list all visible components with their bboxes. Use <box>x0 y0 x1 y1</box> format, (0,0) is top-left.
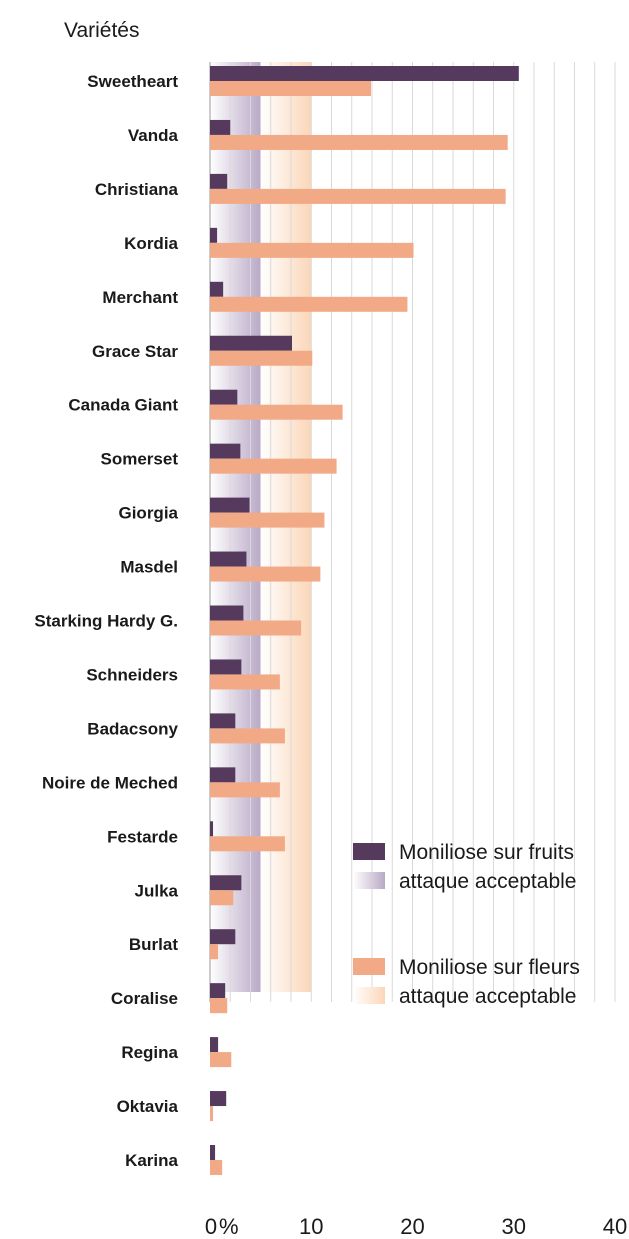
category-label: Kordia <box>124 234 178 253</box>
bar-fleurs <box>210 81 371 96</box>
bar-fruits <box>210 1037 219 1053</box>
category-label: Burlat <box>129 935 178 954</box>
bar-fruits <box>210 659 242 675</box>
bar-fruits <box>210 389 238 405</box>
bar-fleurs <box>210 512 325 528</box>
bar-fleurs <box>210 782 280 798</box>
bar-fleurs <box>210 890 234 906</box>
category-label: Coralise <box>111 989 178 1008</box>
bar-fleurs <box>210 836 285 852</box>
legend-label-fleurs-acceptable: attaque acceptable <box>399 985 576 1008</box>
bar-fruits <box>210 227 218 243</box>
category-label: Oktavia <box>117 1097 179 1116</box>
bar-fleurs <box>210 458 337 474</box>
category-labels: Sweetheart Vanda Christiana Kordia Merchant G… <box>34 72 178 1170</box>
category-label: Karina <box>125 1151 178 1170</box>
bar-fruits <box>210 605 244 621</box>
category-label: Giorgia <box>118 504 178 523</box>
x-tick-label: 20 <box>400 1214 424 1239</box>
x-axis-ticks: 0 10 20 30 40% <box>205 1214 627 1239</box>
bar-fleurs <box>210 296 408 312</box>
bar-fleurs <box>210 728 285 744</box>
bar-fleurs <box>210 674 280 690</box>
category-label: Festarde <box>107 827 178 846</box>
bar-fleurs <box>210 1052 232 1068</box>
category-label: Regina <box>121 1043 178 1062</box>
bars <box>210 66 519 1175</box>
legend-swatch-fruits-acceptable <box>353 872 385 889</box>
bar-fleurs <box>210 1106 214 1122</box>
bar-fruits <box>210 497 250 513</box>
category-label: Julka <box>135 881 179 900</box>
category-label: Vanda <box>128 126 179 145</box>
bar-fruits <box>210 281 224 297</box>
bar-fleurs <box>210 566 321 582</box>
bar-fruits <box>210 1091 227 1107</box>
y-axis-title: Variétés <box>64 19 139 42</box>
category-label: Grace Star <box>92 342 178 361</box>
bar-fruits <box>210 713 236 729</box>
category-label: Canada Giant <box>68 396 178 415</box>
bar-fruits <box>210 875 242 891</box>
category-label: Somerset <box>101 450 179 469</box>
category-label: Starking Hardy G. <box>34 612 178 631</box>
bar-fleurs <box>210 242 414 258</box>
category-label: Christiana <box>95 180 179 199</box>
legend-label-fruits-acceptable: attaque acceptable <box>399 870 576 893</box>
bar-fruits <box>210 983 226 999</box>
bar-fruits <box>210 66 519 81</box>
category-label: Badacsony <box>87 719 178 738</box>
x-tick-label: 30 <box>502 1214 526 1239</box>
bar-fruits <box>210 929 236 945</box>
legend-swatch-fleurs <box>353 958 385 975</box>
category-label: Noire de Meched <box>42 773 178 792</box>
bar-fruits <box>210 821 214 837</box>
bar-fleurs <box>210 620 302 636</box>
bar-fleurs <box>210 944 219 960</box>
bar-fruits <box>210 443 241 459</box>
x-tick-label: 40 <box>603 1214 627 1239</box>
x-tick-label: 10 <box>299 1214 323 1239</box>
bar-fleurs <box>210 404 343 420</box>
category-label: Sweetheart <box>87 72 178 91</box>
x-tick-label: 0 <box>205 1214 217 1239</box>
legend: Moniliose sur fruits attaque acceptable … <box>353 841 580 1008</box>
bar-fruits <box>210 767 236 783</box>
bar-fruits <box>210 119 231 135</box>
category-label: Schneiders <box>86 665 178 684</box>
bar-fleurs <box>210 1160 223 1175</box>
bar-fleurs <box>210 998 228 1014</box>
bar-fruits <box>210 335 293 351</box>
category-label: Masdel <box>120 558 178 577</box>
legend-swatch-fleurs-acceptable <box>353 987 385 1004</box>
legend-swatch-fruits <box>353 843 385 860</box>
category-label: Merchant <box>102 288 178 307</box>
bar-fruits <box>210 173 228 189</box>
legend-label-fleurs: Moniliose sur fleurs <box>399 956 580 979</box>
bar-fruits <box>210 551 247 567</box>
bar-fleurs <box>210 134 508 150</box>
bar-fleurs <box>210 350 313 366</box>
bar-fleurs <box>210 188 506 204</box>
legend-label-fruits: Moniliose sur fruits <box>399 841 574 864</box>
x-axis-unit: % <box>219 1214 239 1239</box>
bar-fruits <box>210 1145 216 1160</box>
